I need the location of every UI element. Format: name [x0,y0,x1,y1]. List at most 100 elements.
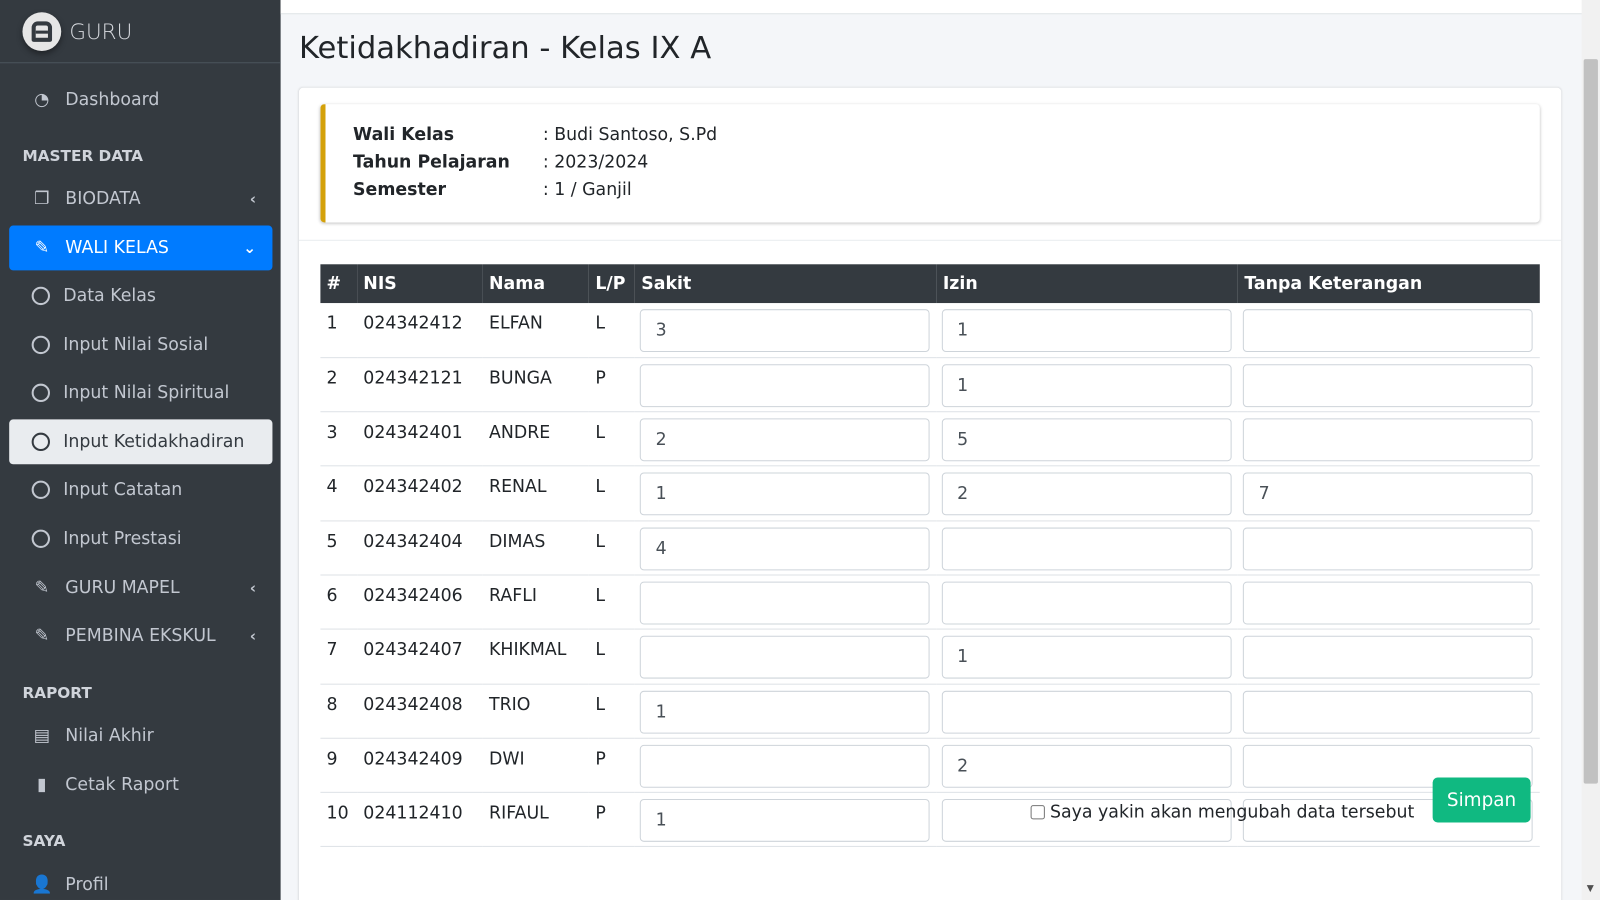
label: Nilai Akhir [65,725,154,746]
sidebar: GURU ◔ Dashboard MASTER DATA ❐ BIODATA ‹ ✎ W… [0,0,281,900]
sidebar-item-wali-kelas[interactable]: ✎ WALI KELAS ⌄ [9,225,273,271]
nis-cell: 024342407 [357,629,483,685]
chevron-left-icon: ‹ [249,626,257,645]
main-content: Ketidakhadiran - Kelas IX A Wali Kelas: … [280,0,1600,900]
sidebar-item-guru-mapel[interactable]: ✎ GURU MAPEL ‹ [9,565,272,610]
nis-cell: 024342409 [357,738,483,794]
brand-logo [22,11,62,51]
nav-header-saya: SAYA [22,831,66,850]
scrollbar[interactable]: ▼ [1581,0,1600,900]
sidebar-subitem[interactable]: Input Ketidakhadiran [9,418,273,464]
sidebar-subitem[interactable]: Input Nilai Sosial [9,322,272,367]
sakit-input[interactable] [640,744,931,788]
form-footer: Saya yakin akan mengubah data tersebut S… [1030,777,1531,823]
sakit-input[interactable] [640,309,931,353]
edit-icon: ✎ [34,577,50,598]
sidebar-subitem[interactable]: Data Kelas [9,273,272,318]
label: Profil [65,874,109,895]
brand[interactable]: GURU [0,0,281,64]
info-label: Wali Kelas [353,124,455,145]
column-header: Izin [936,264,1239,304]
row-number: 3 [320,411,358,467]
nis-cell: 024342121 [357,357,483,413]
sidebar-item-cetak-raport[interactable]: ▮ Cetak Raport [9,762,272,807]
sakit-input[interactable] [640,690,931,734]
info-label: Semester [353,179,447,200]
circle-icon [31,286,50,306]
izin-input[interactable] [941,309,1232,353]
sidebar-subitem[interactable]: Input Nilai Spiritual [9,370,272,415]
lp-cell: P [589,792,636,848]
label: Input Prestasi [63,528,182,549]
info-row: Wali Kelas: Budi Santoso, S.Pd [353,124,1540,152]
izin-input[interactable] [941,364,1232,407]
tanpa-keterangan-input[interactable] [1243,418,1534,462]
izin-input[interactable] [941,799,1232,843]
column-header: NIS [357,264,483,304]
izin-input[interactable] [941,581,1232,625]
row-number: 4 [320,466,358,522]
confirm-checkbox[interactable] [1030,805,1045,820]
nis-cell: 024342406 [357,574,483,630]
sidebar-subitem[interactable]: Input Catatan [9,467,272,512]
label: WALI KELAS [65,237,169,259]
row-number: 10 [320,792,358,848]
nis-cell: 024342401 [357,411,483,467]
izin-input[interactable] [941,527,1232,571]
sidebar-item-profil[interactable]: 👤 Profil [9,862,272,900]
info-value: : 2023/2024 [542,152,649,173]
tanpa-keterangan-input[interactable] [1243,527,1534,571]
label: Data Kelas [63,285,156,307]
sidebar-item-pembina-ekskul[interactable]: ✎ PEMBINA EKSKUL ‹ [9,613,272,658]
nav-header-raport: RAPORT [22,683,92,703]
izin-input[interactable] [941,744,1232,788]
table-row: 7 024342407 KHIKMAL L [320,629,1540,685]
table-row: 5 024342404 DIMAS L [320,520,1540,576]
sidebar-item-biodata[interactable]: ❐ BIODATA ‹ [9,177,272,222]
sakit-input[interactable] [640,581,931,625]
class-info-callout: Wali Kelas: Budi Santoso, S.Pd Tahun Pela… [320,104,1540,223]
confirm-label[interactable]: Saya yakin akan mengubah data tersebut [1030,802,1414,822]
sidebar-item-nilai-akhir[interactable]: ▤ Nilai Akhir [9,713,272,758]
sakit-input[interactable] [640,364,931,407]
scrollbar-thumb[interactable] [1583,59,1598,784]
save-button[interactable]: Simpan [1432,777,1531,823]
izin-input[interactable] [941,690,1232,734]
nama-cell: BUNGA [482,357,590,413]
sakit-input[interactable] [640,635,931,679]
row-number: 1 [320,303,358,358]
nis-cell: 024342402 [357,466,483,522]
book-icon: ▤ [33,725,51,746]
chevron-left-icon: ‹ [249,578,257,597]
izin-input[interactable] [941,418,1232,462]
tanpa-keterangan-input[interactable] [1243,472,1534,516]
tanpa-keterangan-input[interactable] [1243,690,1534,734]
lp-cell: P [589,357,636,413]
nama-cell: ANDRE [482,411,590,467]
tanpa-keterangan-input[interactable] [1243,581,1534,625]
row-number: 7 [320,629,358,685]
izin-input[interactable] [941,472,1232,516]
tanpa-keterangan-input[interactable] [1243,309,1534,353]
tanpa-keterangan-input[interactable] [1243,635,1534,679]
sakit-input[interactable] [640,472,931,516]
attendance-table: # NIS Nama L/P Sakit Izin Tanpa Keterangan 1 0… [320,264,1540,848]
nama-cell: ELFAN [482,303,590,358]
table-row: 3 024342401 ANDRE L [320,411,1540,467]
sidebar-item-dashboard[interactable]: ◔ Dashboard [9,78,272,123]
izin-input[interactable] [941,635,1232,679]
divider [298,239,1562,241]
sidebar-subitem[interactable]: Input Prestasi [9,516,272,561]
edit-icon: ✎ [34,625,50,646]
scroll-down-arrow-icon[interactable]: ▼ [1586,883,1594,894]
row-number: 2 [320,357,358,413]
sakit-input[interactable] [640,799,931,843]
sakit-input[interactable] [640,527,931,571]
lp-cell: L [589,629,636,685]
lp-cell: L [589,520,636,576]
column-header: Nama [482,264,590,304]
circle-icon [31,529,50,548]
label: Input Nilai Spiritual [63,382,230,404]
sakit-input[interactable] [640,418,931,462]
tanpa-keterangan-input[interactable] [1243,364,1534,407]
